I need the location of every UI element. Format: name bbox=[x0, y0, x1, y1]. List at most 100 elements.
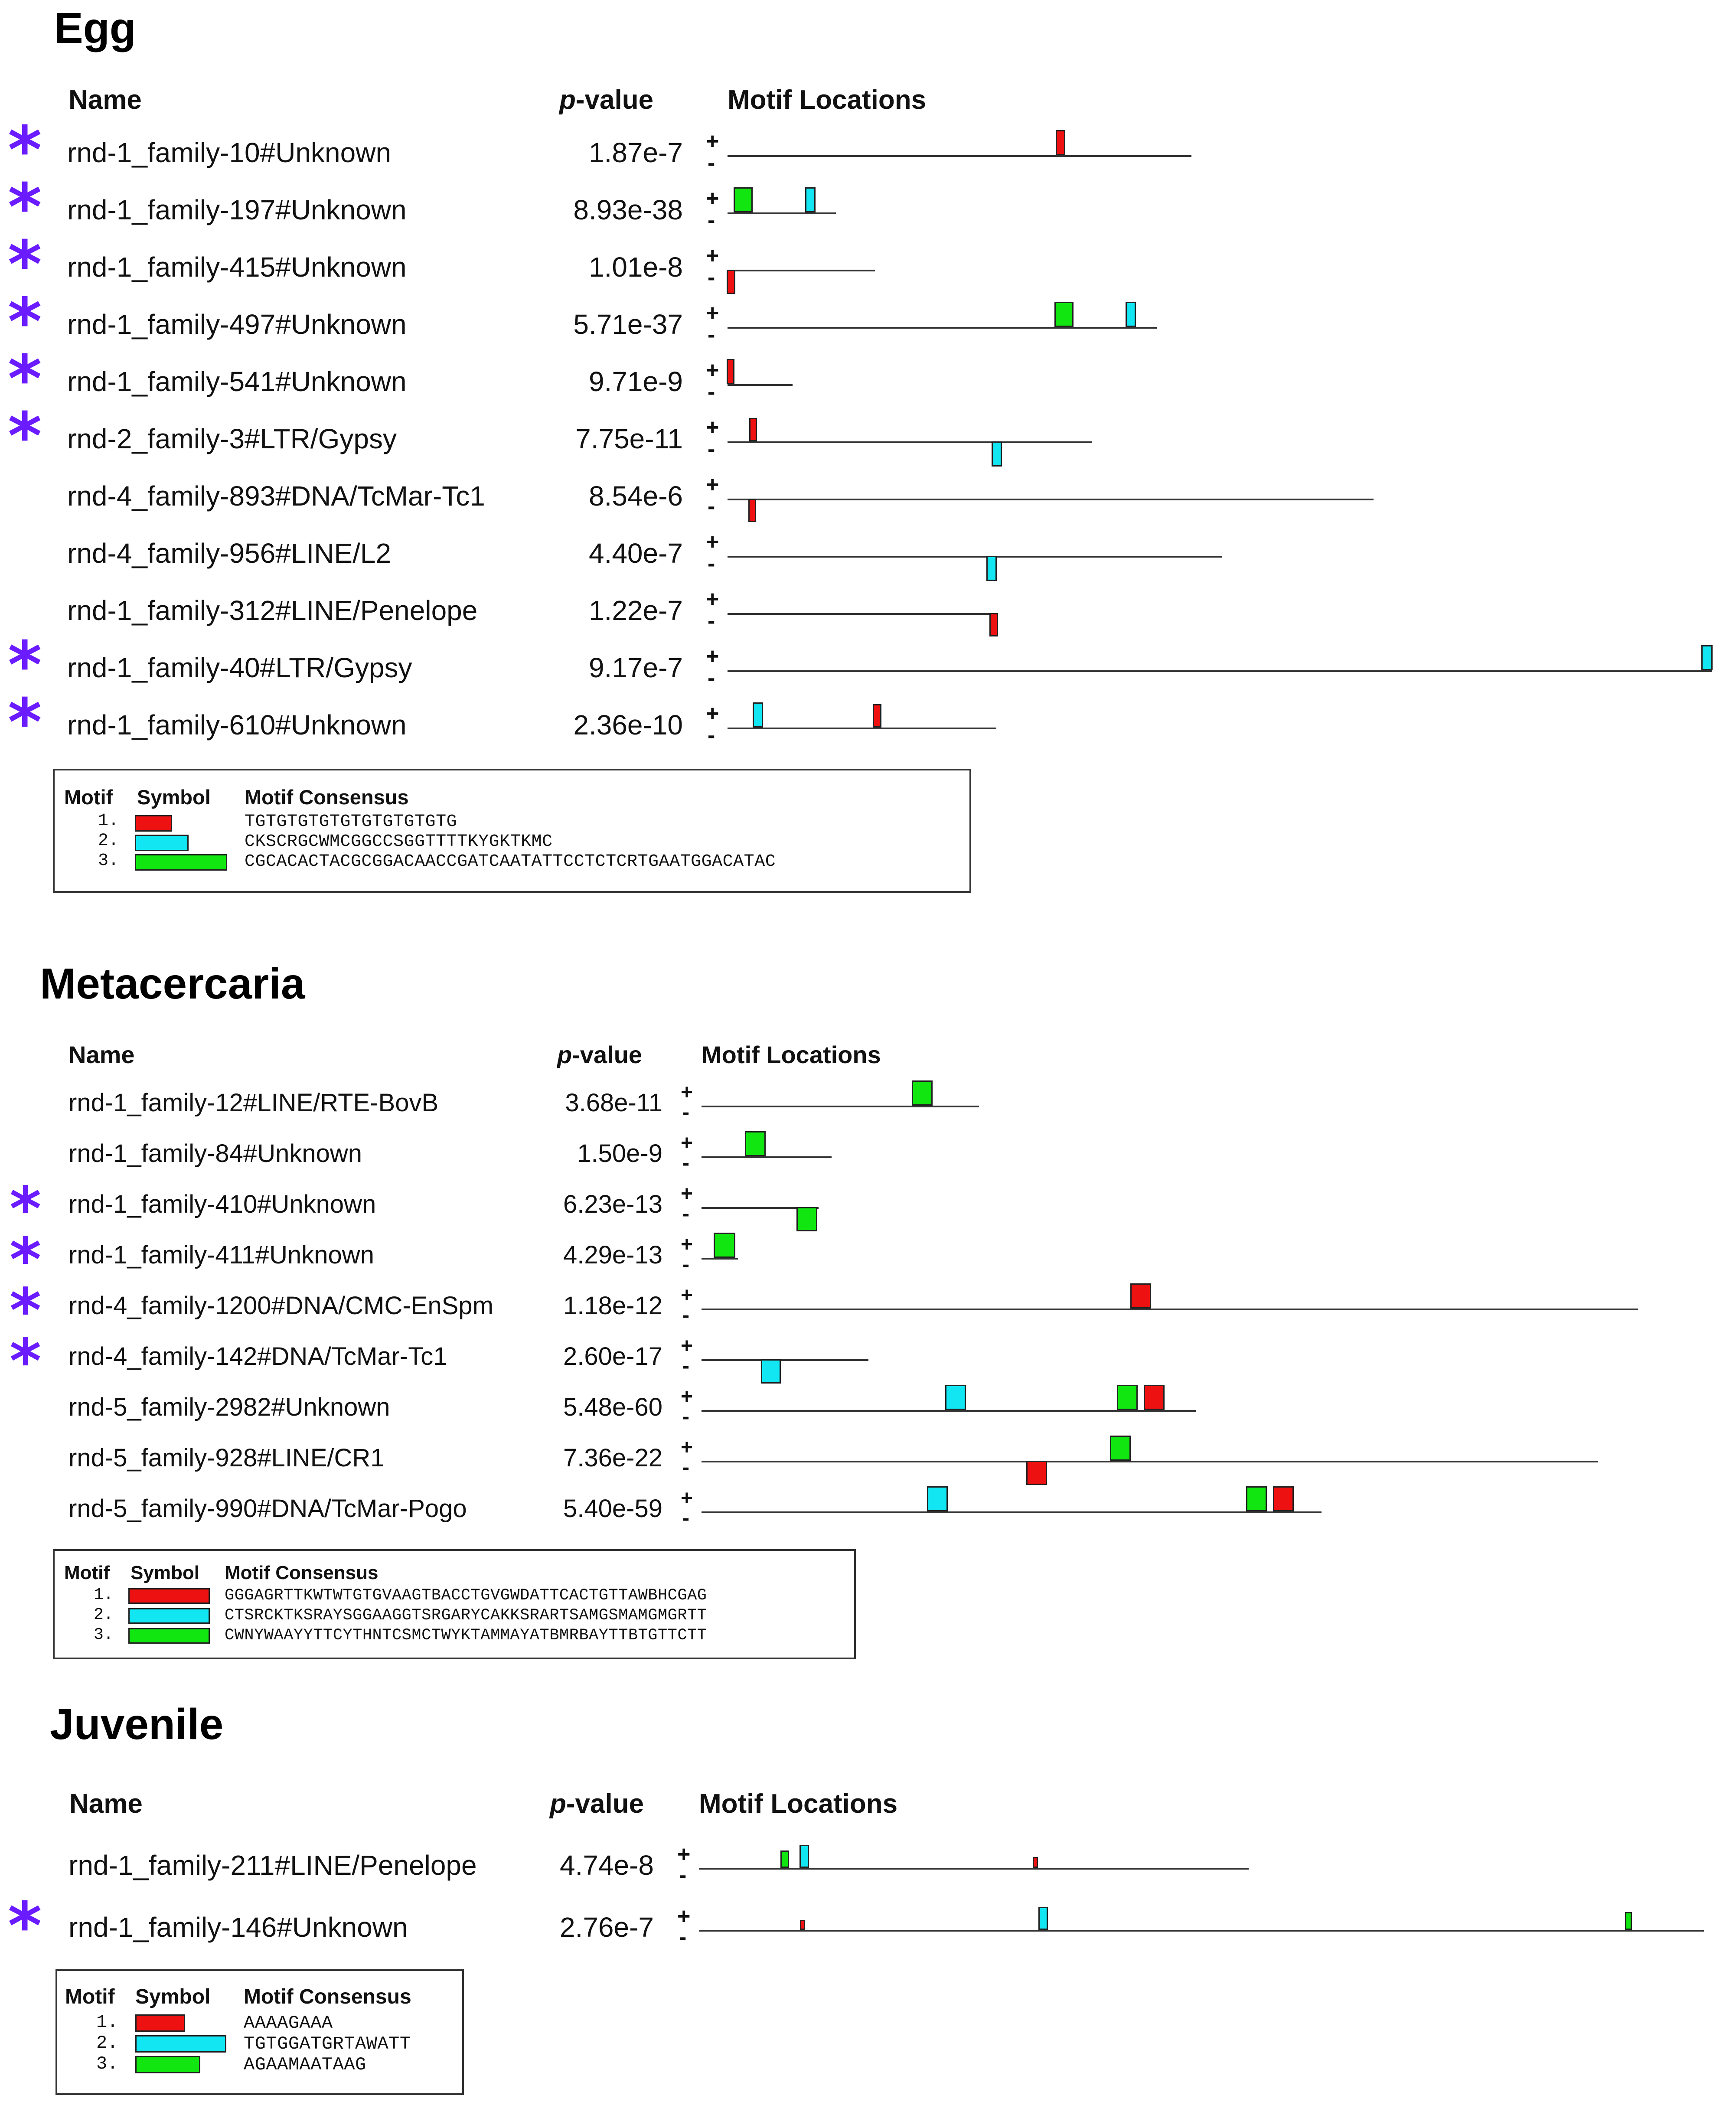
p-value: 8.54e-6 bbox=[588, 480, 683, 512]
motif-3-site bbox=[714, 1233, 735, 1258]
family-name: rnd-1_family-146#Unknown bbox=[69, 1912, 408, 1943]
motif-3-site bbox=[912, 1080, 933, 1106]
sequence-line bbox=[702, 1258, 738, 1260]
significance-star: * bbox=[8, 113, 42, 188]
legend-motif-number: 2. bbox=[98, 831, 119, 851]
motif-1-site bbox=[727, 270, 735, 294]
strand-plus: + bbox=[706, 529, 719, 555]
p-value: 7.36e-22 bbox=[563, 1444, 662, 1472]
motif-1-site bbox=[748, 499, 756, 522]
strand-minus: - bbox=[679, 1925, 687, 1950]
strand-minus: - bbox=[708, 150, 715, 176]
sequence-line bbox=[699, 1930, 1704, 1932]
sequence-line bbox=[702, 1410, 1196, 1412]
strand-plus: + bbox=[706, 300, 719, 326]
legend-header-motif: Motif bbox=[64, 786, 113, 809]
strand-plus: + bbox=[681, 1284, 693, 1307]
strand-minus: - bbox=[708, 265, 715, 290]
legend-motif-number: 2. bbox=[96, 2033, 118, 2053]
legend-symbol-motif-3 bbox=[128, 1628, 210, 1644]
strand-plus: + bbox=[706, 358, 719, 383]
family-name: rnd-1_family-312#LINE/Penelope bbox=[67, 595, 478, 626]
family-name: rnd-5_family-990#DNA/TcMar-Pogo bbox=[69, 1495, 467, 1523]
legend-symbol-motif-3 bbox=[135, 2056, 200, 2073]
header-name: Name bbox=[69, 1041, 135, 1068]
section-title: Metacercaria bbox=[40, 959, 305, 1008]
legend-motif-number: 3. bbox=[94, 1625, 114, 1644]
p-value: 3.68e-11 bbox=[565, 1089, 662, 1117]
legend-symbol-motif-2 bbox=[128, 1608, 210, 1624]
family-name: rnd-4_family-142#DNA/TcMar-Tc1 bbox=[69, 1342, 447, 1371]
header-pvalue-italic: p bbox=[557, 1041, 572, 1068]
strand-plus: + bbox=[677, 1842, 691, 1867]
motif-2-site bbox=[945, 1385, 966, 1410]
sequence-line bbox=[728, 441, 1092, 443]
motif-1-site bbox=[749, 418, 757, 441]
sequence-line bbox=[728, 556, 1222, 558]
legend-header-symbol: Symbol bbox=[131, 1562, 199, 1583]
motif-2-site bbox=[1126, 302, 1136, 327]
p-value: 2.36e-10 bbox=[573, 709, 683, 741]
motif-2-site bbox=[986, 556, 997, 581]
strand-plus: + bbox=[681, 1081, 693, 1104]
p-value: 9.71e-9 bbox=[588, 366, 683, 397]
significance-star: * bbox=[10, 1174, 42, 1245]
significance-star: * bbox=[10, 1276, 42, 1346]
legend-header-motif: Motif bbox=[65, 1985, 115, 2008]
header-pvalue-rest: -value bbox=[566, 1789, 644, 1819]
motif-legend: Motif Symbol Motif Consensus 1. TGTGTGTG… bbox=[53, 769, 971, 893]
strand-plus: + bbox=[681, 1385, 693, 1408]
legend-symbol-motif-1 bbox=[135, 815, 172, 832]
p-value: 4.29e-13 bbox=[563, 1241, 662, 1269]
header-name: Name bbox=[69, 1789, 143, 1819]
strand-minus: - bbox=[682, 1304, 689, 1327]
motif-2-site bbox=[761, 1359, 781, 1384]
motif-1-site bbox=[800, 1920, 805, 1930]
family-name: rnd-1_family-84#Unknown bbox=[69, 1139, 362, 1168]
motif-3-site bbox=[1110, 1436, 1131, 1461]
header-pvalue-italic: p bbox=[550, 1789, 566, 1819]
sequence-line bbox=[728, 384, 793, 386]
family-name: rnd-4_family-956#LINE/L2 bbox=[67, 538, 392, 569]
strand-plus: + bbox=[706, 701, 719, 726]
strand-minus: - bbox=[682, 1507, 689, 1530]
legend-symbol-motif-1 bbox=[135, 2014, 185, 2032]
significance-star: * bbox=[8, 1889, 42, 1964]
strand-minus: - bbox=[679, 1863, 687, 1888]
header-motif-locations: Motif Locations bbox=[702, 1041, 881, 1068]
header-pvalue: p-value bbox=[550, 1788, 644, 1819]
p-value: 4.40e-7 bbox=[588, 538, 683, 569]
motif-legend: Motif Symbol Motif Consensus 1. AAAAGAAA… bbox=[55, 1969, 464, 2095]
family-name: rnd-1_family-211#LINE/Penelope bbox=[69, 1850, 477, 1881]
legend-motif-number: 2. bbox=[94, 1606, 114, 1624]
strand-minus: - bbox=[708, 551, 715, 576]
motif-2-site bbox=[927, 1486, 948, 1511]
significance-star: * bbox=[8, 170, 42, 245]
sequence-line bbox=[728, 212, 836, 214]
header-motif-locations: Motif Locations bbox=[699, 1789, 898, 1819]
legend-consensus-motif-2: CTSRCKTKSRAYSGGAAGGTSRGARYCAKKSRARTSAMGS… bbox=[225, 1606, 707, 1625]
sequence-line bbox=[702, 1106, 979, 1107]
motif-3-site bbox=[1625, 1912, 1632, 1930]
sequence-line bbox=[728, 670, 1712, 672]
sequence-line bbox=[702, 1461, 1598, 1462]
legend-header-symbol: Symbol bbox=[135, 1985, 211, 2008]
legend-consensus-motif-2: TGTGGATGRTAWATT bbox=[244, 2033, 411, 2054]
strand-minus: - bbox=[708, 379, 715, 405]
header-pvalue: p-value bbox=[559, 85, 653, 115]
p-value: 5.71e-37 bbox=[573, 309, 683, 340]
motif-1-site bbox=[1056, 130, 1065, 155]
significance-star: * bbox=[8, 227, 42, 303]
p-value: 1.22e-7 bbox=[588, 595, 683, 626]
strand-minus: - bbox=[708, 666, 715, 691]
sequence-line bbox=[728, 155, 1191, 157]
legend-consensus-motif-3: CGCACACTACGCGGACAACCGATCAATATTCCTCTCRTGA… bbox=[245, 852, 776, 871]
header-pvalue-italic: p bbox=[559, 85, 576, 115]
strand-minus: - bbox=[682, 1456, 689, 1479]
strand-plus: + bbox=[706, 243, 719, 268]
family-name: rnd-5_family-2982#Unknown bbox=[69, 1393, 390, 1421]
legend-consensus-motif-1: AAAAGAAA bbox=[244, 2013, 333, 2033]
motif-1-site bbox=[873, 704, 881, 728]
motif-2-site bbox=[1038, 1907, 1048, 1930]
strand-minus: - bbox=[682, 1405, 689, 1428]
